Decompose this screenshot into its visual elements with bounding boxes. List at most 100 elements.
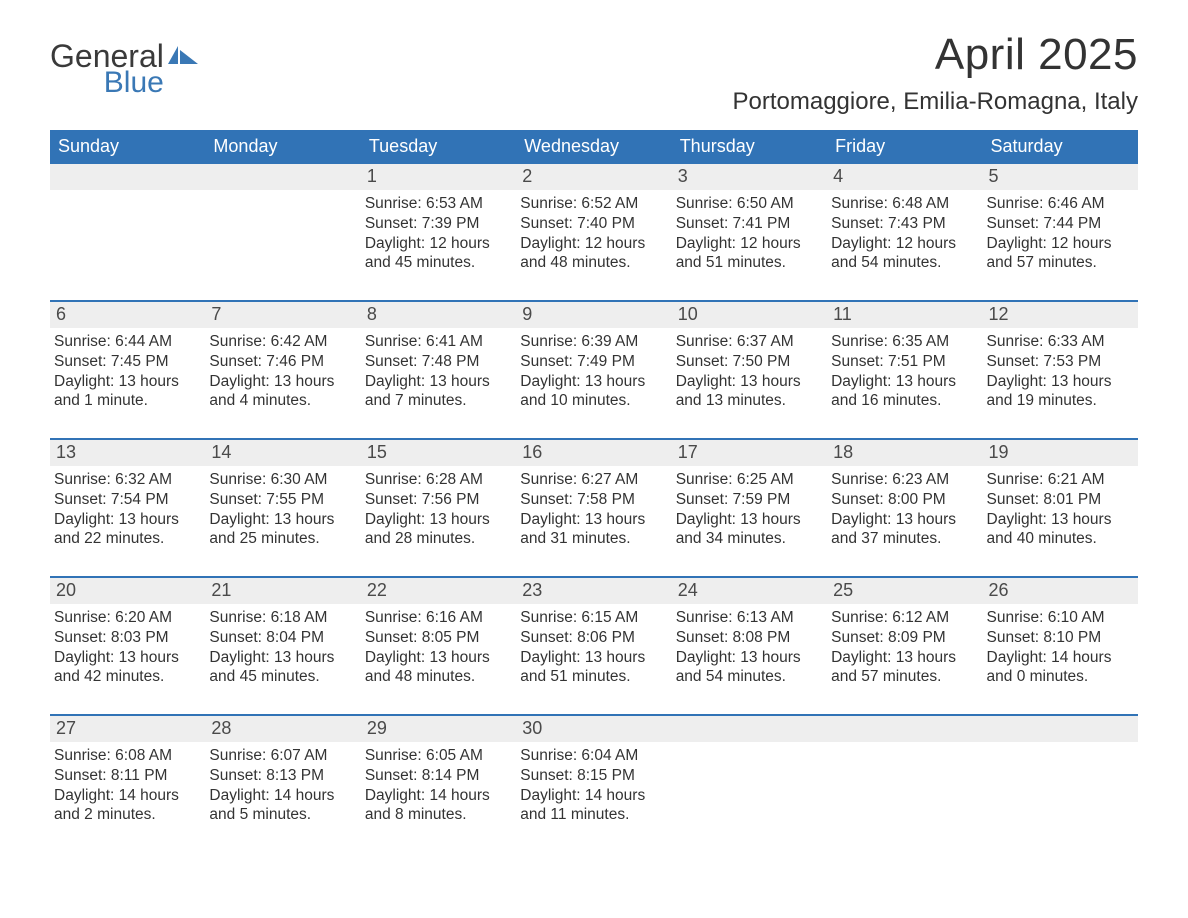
sunrise-text: Sunrise: 6:53 AM [365,194,510,214]
day-body: Sunrise: 6:48 AMSunset: 7:43 PMDaylight:… [827,190,982,277]
day-cell: 15Sunrise: 6:28 AMSunset: 7:56 PMDayligh… [361,440,516,558]
sunrise-text: Sunrise: 6:27 AM [520,470,665,490]
day-number: 22 [361,578,516,604]
sunset-text: Sunset: 8:13 PM [209,766,354,786]
month-title: April 2025 [732,30,1138,80]
day-cell: 26Sunrise: 6:10 AMSunset: 8:10 PMDayligh… [983,578,1138,696]
day-body: Sunrise: 6:10 AMSunset: 8:10 PMDaylight:… [983,604,1138,691]
daylight-text: Daylight: 12 hours and 54 minutes. [831,234,976,274]
day-number: 27 [50,716,205,742]
sunset-text: Sunset: 8:10 PM [987,628,1132,648]
day-cell: 19 Sunrise: 6:21 AMSunset: 8:01 PMDayligh… [983,440,1138,558]
sunset-text: Sunset: 8:15 PM [520,766,665,786]
sunrise-text: Sunrise: 6:16 AM [365,608,510,628]
day-body: Sunrise: 6:53 AMSunset: 7:39 PMDaylight:… [361,190,516,277]
day-body: Sunrise: 6:50 AMSunset: 7:41 PMDaylight:… [672,190,827,277]
day-cell: 9Sunrise: 6:39 AMSunset: 7:49 PMDaylight… [516,302,671,420]
daylight-text: Daylight: 13 hours and 13 minutes. [676,372,821,412]
day-number: 3 [672,164,827,190]
daylight-text: Daylight: 13 hours and 22 minutes. [54,510,199,550]
daylight-text: Daylight: 14 hours and 2 minutes. [54,786,199,826]
day-body: Sunrise: 6:08 AMSunset: 8:11 PMDaylight:… [50,742,205,829]
day-cell [205,164,360,282]
day-number: 19 [983,440,1138,466]
day-number: 23 [516,578,671,604]
sunset-text: Sunset: 7:50 PM [676,352,821,372]
day-cell [672,716,827,834]
sunrise-text: Sunrise: 6:21 AM [987,470,1132,490]
day-cell: 20Sunrise: 6:20 AMSunset: 8:03 PMDayligh… [50,578,205,696]
day-cell: 10Sunrise: 6:37 AMSunset: 7:50 PMDayligh… [672,302,827,420]
day-body: Sunrise: 6:23 AMSunset: 8:00 PMDaylight:… [827,466,982,553]
sunset-text: Sunset: 8:01 PM [987,490,1132,510]
sunset-text: Sunset: 8:00 PM [831,490,976,510]
logo: General Blue [50,30,202,98]
sunset-text: Sunset: 7:40 PM [520,214,665,234]
daylight-text: Daylight: 13 hours and 40 minutes. [987,510,1132,550]
day-cell [983,716,1138,834]
day-cell: 16Sunrise: 6:27 AMSunset: 7:58 PMDayligh… [516,440,671,558]
sunrise-text: Sunrise: 6:30 AM [209,470,354,490]
daylight-text: Daylight: 14 hours and 8 minutes. [365,786,510,826]
sunrise-text: Sunrise: 6:41 AM [365,332,510,352]
week-row: 20Sunrise: 6:20 AMSunset: 8:03 PMDayligh… [50,576,1138,696]
day-number: 24 [672,578,827,604]
day-cell: 11Sunrise: 6:35 AMSunset: 7:51 PMDayligh… [827,302,982,420]
sunrise-text: Sunrise: 6:08 AM [54,746,199,766]
daylight-text: Daylight: 13 hours and 42 minutes. [54,648,199,688]
day-number: 6 [50,302,205,328]
sunrise-text: Sunrise: 6:10 AM [987,608,1132,628]
day-number: 13 [50,440,205,466]
week-row: 6Sunrise: 6:44 AMSunset: 7:45 PMDaylight… [50,300,1138,420]
day-body: Sunrise: 6:07 AMSunset: 8:13 PMDaylight:… [205,742,360,829]
logo-text: General Blue [50,40,164,98]
calendar-header-row: Sunday Monday Tuesday Wednesday Thursday… [50,130,1138,164]
day-cell: 18Sunrise: 6:23 AMSunset: 8:00 PMDayligh… [827,440,982,558]
sunrise-text: Sunrise: 6:04 AM [520,746,665,766]
day-number: 11 [827,302,982,328]
sunrise-text: Sunrise: 6:28 AM [365,470,510,490]
sunset-text: Sunset: 7:56 PM [365,490,510,510]
sunrise-text: Sunrise: 6:42 AM [209,332,354,352]
day-number: 29 [361,716,516,742]
sunrise-text: Sunrise: 6:12 AM [831,608,976,628]
day-body: Sunrise: 6:25 AMSunset: 7:59 PMDaylight:… [672,466,827,553]
day-cell: 12Sunrise: 6:33 AMSunset: 7:53 PMDayligh… [983,302,1138,420]
col-header-tuesday: Tuesday [361,130,516,164]
col-header-friday: Friday [827,130,982,164]
day-number: 26 [983,578,1138,604]
daylight-text: Daylight: 13 hours and 57 minutes. [831,648,976,688]
day-body: Sunrise: 6:27 AMSunset: 7:58 PMDaylight:… [516,466,671,553]
col-header-saturday: Saturday [983,130,1138,164]
day-body: Sunrise: 6:41 AMSunset: 7:48 PMDaylight:… [361,328,516,415]
day-cell: 7Sunrise: 6:42 AMSunset: 7:46 PMDaylight… [205,302,360,420]
day-cell: 27Sunrise: 6:08 AMSunset: 8:11 PMDayligh… [50,716,205,834]
page-header: General Blue April 2025 Portomaggiore, E… [50,30,1138,116]
sunrise-text: Sunrise: 6:35 AM [831,332,976,352]
day-body: Sunrise: 6:44 AMSunset: 7:45 PMDaylight:… [50,328,205,415]
daylight-text: Daylight: 13 hours and 7 minutes. [365,372,510,412]
day-number: 1 [361,164,516,190]
sunrise-text: Sunrise: 6:25 AM [676,470,821,490]
sunset-text: Sunset: 7:59 PM [676,490,821,510]
sunrise-text: Sunrise: 6:07 AM [209,746,354,766]
sunset-text: Sunset: 7:41 PM [676,214,821,234]
daylight-text: Daylight: 12 hours and 51 minutes. [676,234,821,274]
day-number: 4 [827,164,982,190]
day-cell: 8Sunrise: 6:41 AMSunset: 7:48 PMDaylight… [361,302,516,420]
sunrise-text: Sunrise: 6:48 AM [831,194,976,214]
day-cell [50,164,205,282]
day-cell: 14Sunrise: 6:30 AMSunset: 7:55 PMDayligh… [205,440,360,558]
week-row: 27Sunrise: 6:08 AMSunset: 8:11 PMDayligh… [50,714,1138,834]
sunrise-text: Sunrise: 6:18 AM [209,608,354,628]
sunset-text: Sunset: 7:44 PM [987,214,1132,234]
daylight-text: Daylight: 12 hours and 48 minutes. [520,234,665,274]
day-body: Sunrise: 6:20 AMSunset: 8:03 PMDaylight:… [50,604,205,691]
day-empty [50,164,205,190]
daylight-text: Daylight: 13 hours and 19 minutes. [987,372,1132,412]
sunrise-text: Sunrise: 6:50 AM [676,194,821,214]
sunset-text: Sunset: 7:43 PM [831,214,976,234]
day-body: Sunrise: 6:42 AMSunset: 7:46 PMDaylight:… [205,328,360,415]
day-body: Sunrise: 6:16 AMSunset: 8:05 PMDaylight:… [361,604,516,691]
day-cell: 30Sunrise: 6:04 AMSunset: 8:15 PMDayligh… [516,716,671,834]
